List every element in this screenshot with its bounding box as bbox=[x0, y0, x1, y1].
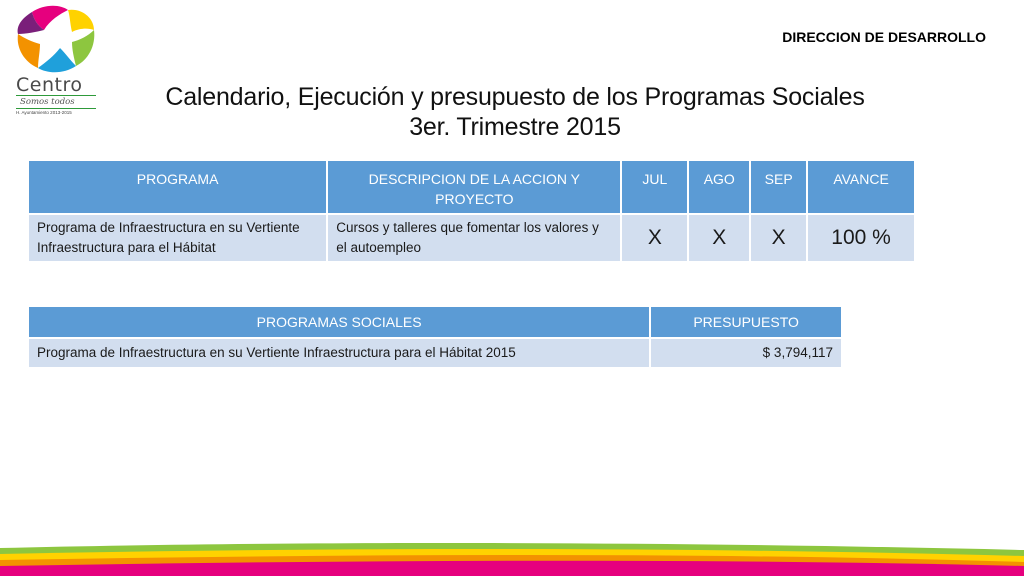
table-row: Programa de Infraestructura en su Vertie… bbox=[26, 337, 843, 369]
cell-descripcion: Cursos y talleres que fomentar los valor… bbox=[326, 213, 623, 263]
schedule-table: PROGRAMA DESCRIPCION DE LA ACCION Y PROY… bbox=[26, 159, 916, 263]
logo-word: Centro bbox=[16, 74, 83, 96]
cell-avance: 100 % bbox=[806, 213, 916, 263]
logo-text: Centro Somos todos H. Ayuntamiento 2013-… bbox=[16, 76, 100, 116]
col-header-presupuesto: PRESUPUESTO bbox=[649, 305, 843, 339]
cell-ago: X bbox=[687, 213, 752, 263]
col-header-descripcion: DESCRIPCION DE LA ACCION Y PROYECTO bbox=[326, 159, 623, 215]
cell-sep: X bbox=[749, 213, 809, 263]
col-header-programa: PROGRAMA bbox=[26, 159, 329, 215]
centro-logo-emblem bbox=[17, 5, 95, 73]
col-header-ago: AGO bbox=[687, 159, 752, 215]
logo-divider-2 bbox=[16, 108, 96, 109]
cell-jul: X bbox=[620, 213, 690, 263]
title-line-2: 3er. Trimestre 2015 bbox=[409, 113, 621, 141]
page-title: Calendario, Ejecución y presupuesto de l… bbox=[130, 82, 900, 142]
col-header-programas-sociales: PROGRAMAS SOCIALES bbox=[26, 305, 652, 339]
logo-divider bbox=[16, 95, 96, 96]
budget-header-row: PROGRAMAS SOCIALES PRESUPUESTO bbox=[26, 305, 843, 339]
department-label: DIRECCION DE DESARROLLO bbox=[782, 29, 986, 45]
cell-programa-social: Programa de Infraestructura en su Vertie… bbox=[26, 337, 652, 369]
col-header-jul: JUL bbox=[620, 159, 690, 215]
col-header-sep: SEP bbox=[749, 159, 809, 215]
cell-presupuesto: $ 3,794,117 bbox=[649, 337, 843, 369]
table-row: Programa de Infraestructura en su Vertie… bbox=[26, 213, 916, 263]
col-header-avance: AVANCE bbox=[806, 159, 916, 215]
logo-tagline: Somos todos bbox=[20, 97, 75, 107]
cell-programa: Programa de Infraestructura en su Vertie… bbox=[26, 213, 329, 263]
budget-table: PROGRAMAS SOCIALES PRESUPUESTO Programa … bbox=[26, 305, 843, 369]
title-line-1: Calendario, Ejecución y presupuesto de l… bbox=[165, 83, 865, 111]
decorative-color-band bbox=[0, 543, 1024, 576]
logo-small-text: H. Ayuntamiento 2013-2015 bbox=[16, 110, 72, 115]
schedule-header-row: PROGRAMA DESCRIPCION DE LA ACCION Y PROY… bbox=[26, 159, 916, 215]
centro-logo bbox=[10, 4, 100, 116]
